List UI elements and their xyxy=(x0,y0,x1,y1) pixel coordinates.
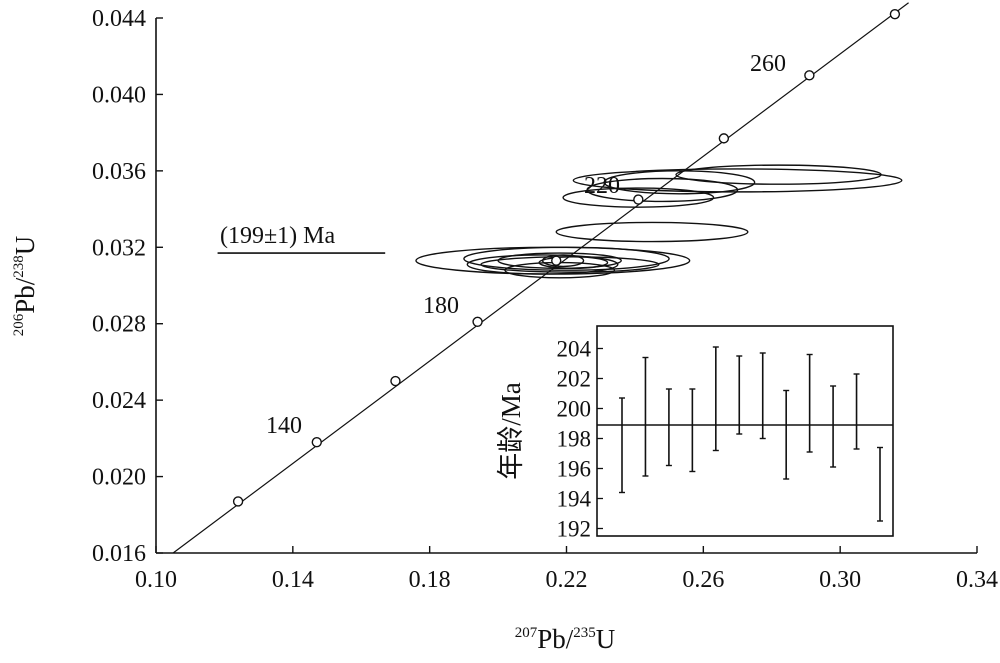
concordia-age-marker xyxy=(889,8,901,20)
inset-y-tick-label: 200 xyxy=(557,397,592,422)
inset-y-axis-title: 年龄/Ma xyxy=(496,382,526,480)
x-tick-label: 0.10 xyxy=(135,567,177,593)
x-tick-label: 0.30 xyxy=(819,567,861,593)
mean-age-annotation: (199±1) Ma xyxy=(220,223,335,249)
error-ellipse xyxy=(466,254,619,275)
x-title-mass2: 235 xyxy=(573,625,596,641)
x-axis-title: 207Pb/235U xyxy=(515,624,616,654)
inset-age-plot: 204 202 200 198 196 194 192 年龄/Ma xyxy=(496,325,894,542)
x-tick-label: 0.18 xyxy=(409,567,451,593)
inset-y-tick-label: 194 xyxy=(557,487,592,512)
y-tick-label: 0.036 xyxy=(92,159,146,185)
inset-frame xyxy=(596,325,894,537)
y-axis-title: 206Pb/238U xyxy=(10,236,40,337)
concordia-age-label-180: 180 xyxy=(423,293,459,319)
concordia-age-marker xyxy=(551,255,562,266)
y-tick-label: 0.044 xyxy=(92,6,146,32)
y-ticks: 0.016 0.020 0.024 0.028 0.032 0.036 0.040 0.044 xyxy=(92,6,163,567)
y-title-elem2: U xyxy=(10,236,40,256)
inset-y-tick-label: 202 xyxy=(557,367,592,392)
x-tick-label: 0.14 xyxy=(272,567,314,593)
inset-y-tick-label: 196 xyxy=(557,457,592,482)
x-title-elem2: U xyxy=(596,624,616,654)
x-title-mass1: 207 xyxy=(515,625,538,641)
x-tick-label: 0.34 xyxy=(956,567,998,593)
inset-error-bars xyxy=(619,346,883,522)
x-tick-label: 0.22 xyxy=(546,567,588,593)
y-tick-label: 0.024 xyxy=(92,388,146,414)
error-ellipse xyxy=(541,254,585,268)
error-ellipse xyxy=(562,187,715,208)
inset-y-tick-label: 192 xyxy=(557,517,592,542)
x-tick-label: 0.26 xyxy=(682,567,724,593)
error-ellipse xyxy=(555,221,749,243)
y-tick-label: 0.020 xyxy=(92,465,146,491)
concordia-age-marker xyxy=(633,194,644,205)
error-ellipse xyxy=(463,246,670,271)
inset-y-tick-label: 204 xyxy=(557,337,592,362)
y-title-mass1: 206 xyxy=(11,313,27,336)
concordia-age-label-260: 260 xyxy=(750,51,786,77)
y-tick-label: 0.016 xyxy=(92,541,146,567)
concordia-age-markers xyxy=(232,8,901,507)
concordia-age-marker xyxy=(718,133,730,144)
inset-y-ticks: 204 202 200 198 196 194 192 xyxy=(557,337,603,542)
x-title-elem1: Pb/ xyxy=(537,624,574,654)
inset-y-tick-label: 198 xyxy=(557,427,592,452)
y-tick-label: 0.028 xyxy=(92,312,146,338)
concordia-age-label-220: 220 xyxy=(584,173,620,199)
concordia-age-marker xyxy=(390,375,401,387)
error-ellipse xyxy=(675,164,882,185)
y-title-mass2: 238 xyxy=(11,255,27,278)
concordia-age-marker xyxy=(472,316,483,328)
error-ellipses xyxy=(415,164,903,279)
y-tick-label: 0.040 xyxy=(92,82,146,108)
y-title-elem1: Pb/ xyxy=(10,277,40,314)
concordia-age-label-140: 140 xyxy=(266,413,302,439)
y-tick-label: 0.032 xyxy=(92,235,146,261)
concordia-age-marker xyxy=(804,70,815,81)
error-ellipse xyxy=(603,170,756,195)
error-ellipse xyxy=(538,256,609,270)
concordia-age-marker xyxy=(232,496,244,507)
error-ellipse xyxy=(572,168,903,193)
x-ticks: 0.10 0.14 0.18 0.22 0.26 0.30 0.34 xyxy=(135,546,998,593)
concordia-age-marker xyxy=(311,436,322,448)
